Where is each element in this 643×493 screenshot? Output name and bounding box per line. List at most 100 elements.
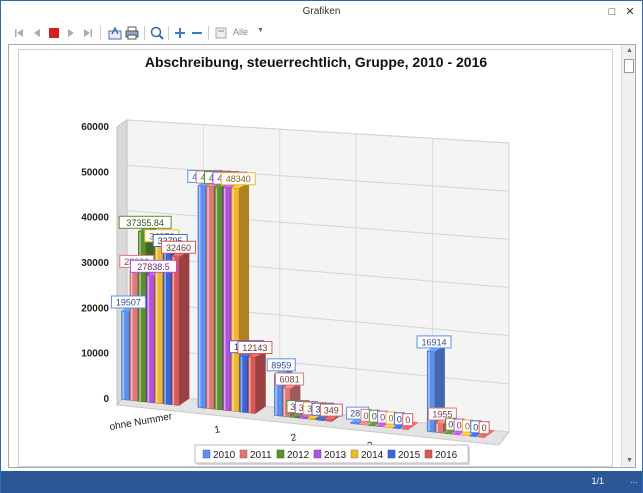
bar-highlight <box>428 351 430 432</box>
data-label-box <box>237 340 273 354</box>
data-label-box <box>118 215 172 229</box>
page-indicator: 1/1 <box>591 476 604 486</box>
close-icon[interactable]: ✕ <box>625 6 635 18</box>
gridline <box>126 346 510 385</box>
data-label: 37355.84 <box>126 218 164 228</box>
data-label: 27838.5 <box>137 262 170 272</box>
data-label: 8959 <box>271 360 291 370</box>
first-page-icon[interactable] <box>11 25 27 41</box>
data-label-box <box>478 421 490 435</box>
data-label-box <box>275 372 305 386</box>
data-label: 32460 <box>166 243 191 253</box>
legend-label-2010: 2010 <box>213 450 236 461</box>
dropdown-caret-icon[interactable]: ▼ <box>257 27 264 34</box>
bar-chart: Abschreibung, steuerrechtlich, Gruppe, 2… <box>81 54 510 465</box>
chart-frame: Abschreibung, steuerrechtlich, Gruppe, 2… <box>18 49 613 467</box>
data-label: 0 <box>380 413 385 423</box>
bar-highlight <box>147 276 150 403</box>
data-label: 0 <box>448 420 453 430</box>
bar-highlight <box>300 417 302 419</box>
bar-highlight <box>308 418 311 419</box>
report-viewer: Abschreibung, steuerrechtlich, Gruppe, 2… <box>8 44 636 468</box>
legend-swatch-2016 <box>424 449 433 459</box>
data-label-box <box>110 295 146 309</box>
next-page-icon[interactable] <box>63 25 79 41</box>
data-label: 48340 <box>226 174 251 184</box>
toolbar-separator <box>168 26 169 40</box>
data-label-box <box>266 358 296 372</box>
bar-side <box>179 249 190 406</box>
toolbar-separator <box>208 26 209 40</box>
data-label-box <box>416 335 452 349</box>
bar-side <box>255 350 266 414</box>
scroll-down-icon[interactable]: ▼ <box>626 457 633 464</box>
legend-label-2016: 2016 <box>435 450 458 461</box>
bar-highlight <box>317 419 319 420</box>
category-label: 1 <box>214 424 222 436</box>
bar-highlight <box>172 257 175 405</box>
y-tick-label: 0 <box>103 394 109 405</box>
y-tick-label: 10000 <box>81 349 109 360</box>
pages-icon[interactable] <box>213 25 229 41</box>
data-label: 6081 <box>280 375 300 385</box>
data-label: 0 <box>465 421 470 431</box>
stop-icon[interactable] <box>46 25 62 41</box>
bar-highlight <box>283 389 286 417</box>
maximize-icon[interactable]: □ <box>608 6 616 18</box>
data-label-box <box>402 413 414 427</box>
previous-page-icon[interactable] <box>29 25 45 41</box>
y-tick-label: 60000 <box>81 122 109 133</box>
data-label-box <box>319 403 343 417</box>
gridline <box>126 210 510 240</box>
gridline <box>126 119 510 144</box>
resize-grip-icon[interactable]: ⋯ <box>630 478 638 487</box>
legend-swatch-2015 <box>387 449 396 459</box>
zoom-in-icon[interactable] <box>172 25 188 41</box>
legend-swatch-2011 <box>239 449 248 459</box>
gridline <box>126 164 510 192</box>
toolbar: Alle ▼ <box>1 23 642 43</box>
last-page-icon[interactable] <box>80 25 96 41</box>
bar-highlight <box>130 271 133 401</box>
bar-highlight <box>249 357 251 413</box>
legend-label-2011: 2011 <box>250 450 272 461</box>
data-label: 12143 <box>242 343 267 353</box>
zoom-out-icon[interactable] <box>189 25 205 41</box>
scroll-thumb[interactable] <box>624 59 634 73</box>
chart-title: Abschreibung, steuerrechtlich, Gruppe, 2… <box>145 54 488 70</box>
bar-highlight <box>122 311 125 400</box>
export-icon[interactable] <box>107 25 123 41</box>
legend-label-2014: 2014 <box>361 450 384 461</box>
bar-highlight <box>164 250 166 404</box>
page-filter-label[interactable]: Alle <box>233 27 249 37</box>
legend-swatch-2013 <box>313 449 322 459</box>
y-tick-label: 30000 <box>81 258 109 269</box>
category-label: 2 <box>290 432 298 444</box>
data-label: 1955 <box>432 410 452 420</box>
bar-highlight <box>207 187 209 409</box>
data-label: 0 <box>397 414 402 424</box>
bar-highlight <box>215 187 218 410</box>
vertical-scrollbar[interactable]: ▲ ▼ <box>621 45 635 467</box>
toolbar-separator <box>144 26 145 40</box>
y-tick-label: 20000 <box>81 303 109 314</box>
zoom-icon[interactable] <box>149 25 165 41</box>
bar-highlight <box>224 188 226 411</box>
legend-label-2012: 2012 <box>287 450 310 461</box>
data-label-box <box>427 407 457 421</box>
data-label: 19507 <box>116 297 141 307</box>
print-icon[interactable] <box>124 25 140 41</box>
status-bar: 1/1 ⋯ <box>1 471 642 493</box>
toolbar-separator <box>100 26 101 40</box>
data-label: 0 <box>482 423 487 433</box>
bar-highlight <box>139 232 141 402</box>
scroll-up-icon[interactable]: ▲ <box>626 47 633 54</box>
data-label-box <box>220 172 256 186</box>
data-label: 0 <box>389 413 394 423</box>
data-label: 349 <box>324 406 339 416</box>
title-bar: Grafiken □ ✕ <box>1 1 642 23</box>
data-label: 0 <box>372 412 377 422</box>
legend-swatch-2010 <box>202 449 211 459</box>
legend-swatch-2012 <box>276 449 285 459</box>
